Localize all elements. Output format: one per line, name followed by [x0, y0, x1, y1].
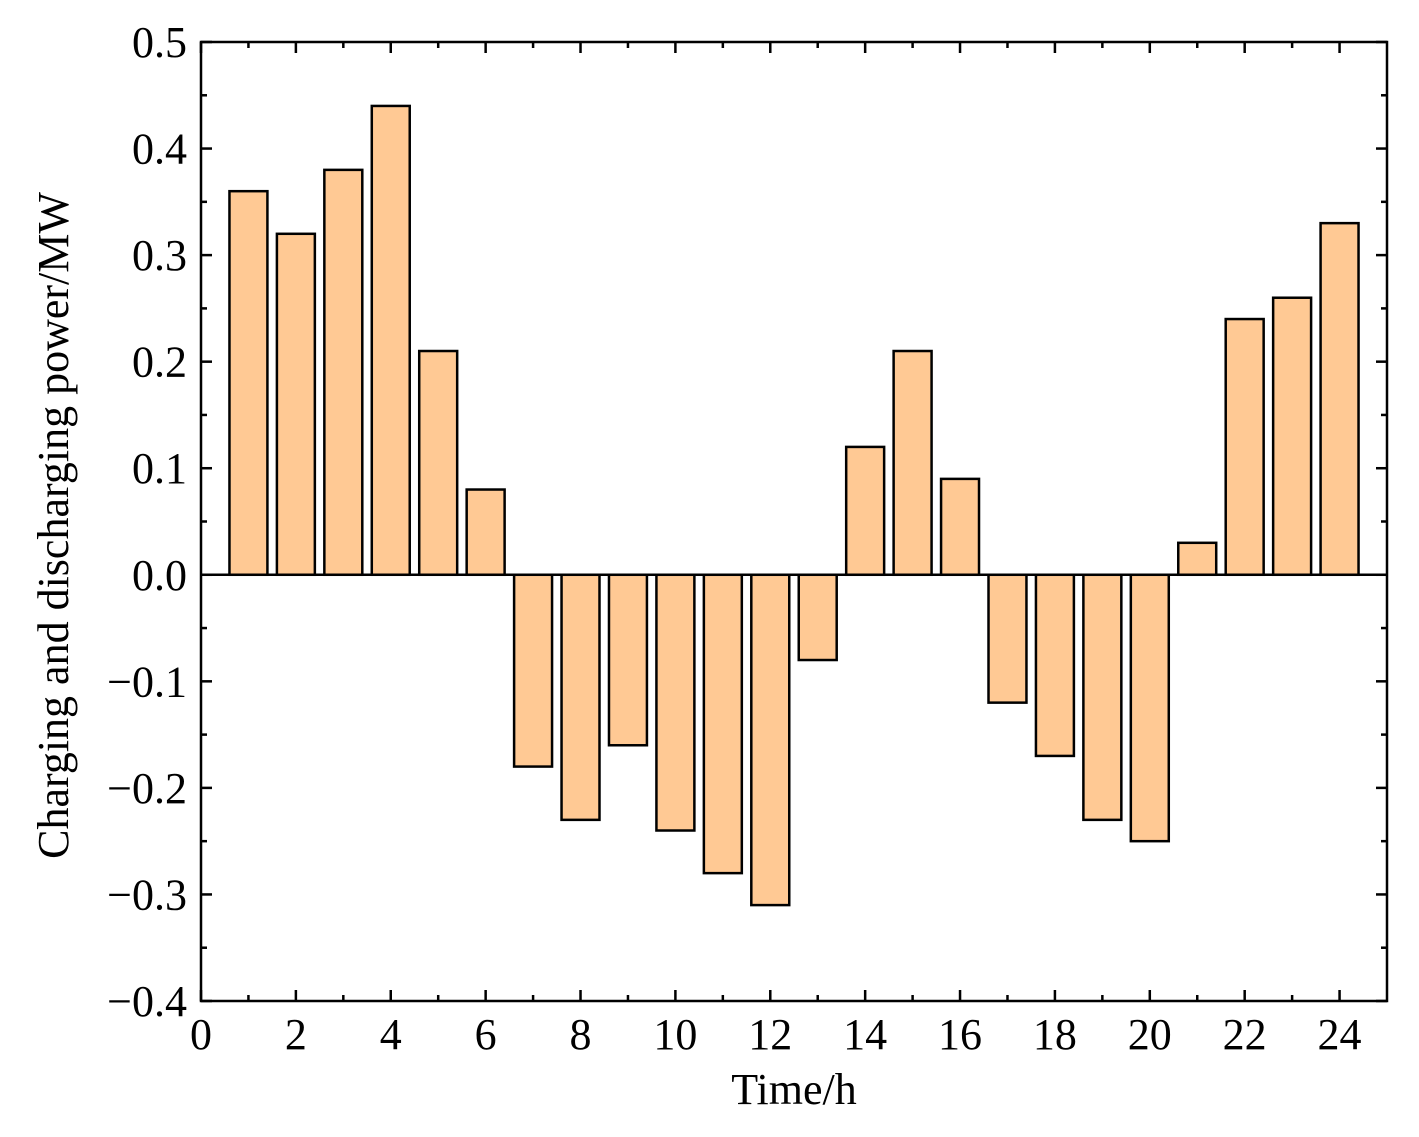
y-tick-label: −0.3 [107, 870, 187, 919]
y-tick-label: −0.1 [107, 657, 187, 706]
y-tick-label: 0.2 [132, 338, 187, 387]
bar-hour-5 [417, 349, 459, 577]
bar-hour-21 [1177, 541, 1218, 577]
bar-hour-7 [512, 573, 554, 768]
bar-hour-10 [655, 573, 696, 832]
bar-hour-24 [1319, 221, 1360, 577]
x-tick-label: 4 [380, 1010, 402, 1059]
bar-hour-8 [560, 573, 601, 822]
bar-hour-18 [1034, 573, 1076, 758]
x-tick-label: 0 [190, 1010, 212, 1059]
x-tick-label: 10 [653, 1010, 697, 1059]
bar-hour-17 [987, 573, 1028, 704]
bar-hour-16 [939, 477, 981, 577]
x-tick-label: 6 [475, 1010, 497, 1059]
bar-hour-22 [1224, 317, 1265, 577]
x-tick-label: 12 [748, 1010, 792, 1059]
bar-hour-12 [750, 573, 791, 907]
bar-hour-20 [1129, 573, 1171, 843]
bars-layer [228, 104, 1360, 907]
bar-hour-3 [323, 168, 364, 577]
x-tick-label: 22 [1223, 1010, 1267, 1059]
x-tick-label: 16 [938, 1010, 982, 1059]
x-tick-label: 2 [285, 1010, 307, 1059]
x-tick-label: 14 [843, 1010, 887, 1059]
y-tick-label: 0.0 [132, 551, 187, 600]
x-tick-label: 18 [1033, 1010, 1077, 1059]
y-tick-label: 0.1 [132, 444, 187, 493]
x-tick-label: 20 [1128, 1010, 1172, 1059]
ticks-layer [199, 40, 1387, 1003]
y-tick-label: −0.4 [107, 977, 187, 1026]
bar-hour-14 [844, 445, 886, 577]
bar-hour-1 [228, 189, 269, 577]
y-tick-label: 0.5 [132, 18, 187, 67]
bar-hour-19 [1082, 573, 1123, 822]
bar-hour-6 [465, 488, 506, 577]
y-tick-label: 0.4 [132, 125, 187, 174]
y-tick-label: −0.2 [107, 764, 187, 813]
y-axis-title: Charging and discharging power/MW [29, 192, 78, 859]
bar-hour-15 [892, 349, 933, 577]
bar-hour-4 [370, 104, 411, 577]
bar-hour-9 [607, 573, 649, 747]
bar-hour-11 [702, 573, 744, 875]
bar-hour-13 [797, 573, 838, 662]
y-tick-label: 0.3 [132, 231, 187, 280]
bar-hour-2 [275, 232, 317, 577]
bar-hour-23 [1271, 296, 1313, 577]
tick-labels-layer: 0 2 4 6 8 10 12 14 16 18 20 22 24−0.4−0.3−0.2−0.10.0… [107, 18, 1361, 1059]
x-axis-title: Time/h [731, 1065, 857, 1114]
x-tick-label: 8 [570, 1010, 592, 1059]
x-tick-label: 24 [1318, 1010, 1362, 1059]
